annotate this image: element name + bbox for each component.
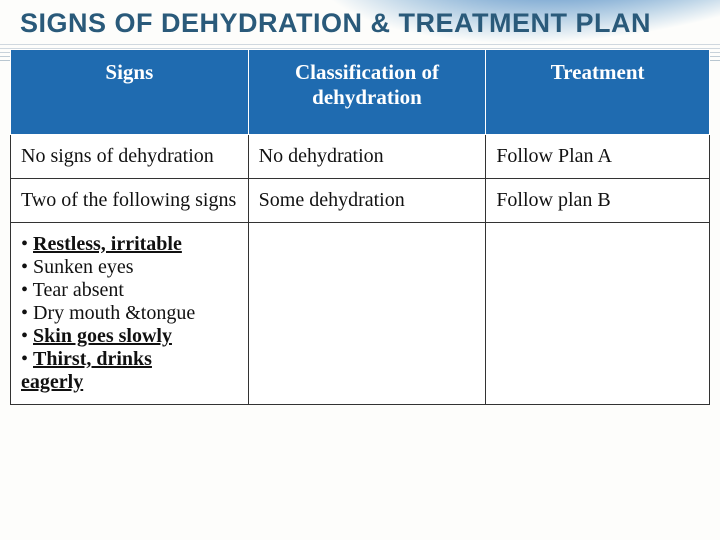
dehydration-table: Signs Classification of dehydration Trea… [10,49,710,405]
bullet-dry-mouth: Dry mouth &tongue [33,302,195,324]
bullet-thirst-b: eagerly [21,371,83,393]
list-item: Sunken eyes [21,256,238,279]
cell-class-r1: No dehydration [248,135,486,179]
signs-bullet-list: Restless, irritable Sunken eyes Tear abs… [21,233,238,371]
table-row: Two of the following signs Some dehydrat… [11,179,710,223]
list-item: Dry mouth &tongue [21,302,238,325]
table-row: Restless, irritable Sunken eyes Tear abs… [11,223,710,405]
bullet-thirst-a: Thirst, drinks [33,348,152,370]
list-item: Restless, irritable [21,233,238,256]
header-classification: Classification of dehydration [248,50,486,135]
cell-signs-r1: No signs of dehydration [11,135,249,179]
page-title: SIGNS OF DEHYDRATION & TREATMENT PLAN [0,0,720,45]
list-item: Skin goes slowly [21,325,238,348]
table-row: No signs of dehydration No dehydration F… [11,135,710,179]
list-item: Tear absent [21,279,238,302]
cell-class-r3 [248,223,486,405]
bullet-tear-absent: Tear absent [33,279,124,301]
cell-signs-r2: Two of the following signs [11,179,249,223]
table-header-row: Signs Classification of dehydration Trea… [11,50,710,135]
bullet-sunken-eyes: Sunken eyes [33,256,134,278]
cell-treat-r3 [486,223,710,405]
header-signs: Signs [11,50,249,135]
cell-treat-r2: Follow plan B [486,179,710,223]
header-treatment: Treatment [486,50,710,135]
list-item: Thirst, drinks [21,348,238,371]
cell-signs-bullets: Restless, irritable Sunken eyes Tear abs… [11,223,249,405]
bullet-skin-slowly: Skin goes slowly [33,325,172,347]
cell-class-r2: Some dehydration [248,179,486,223]
cell-treat-r1: Follow Plan A [486,135,710,179]
bullet-restless: Restless, irritable [33,233,182,255]
